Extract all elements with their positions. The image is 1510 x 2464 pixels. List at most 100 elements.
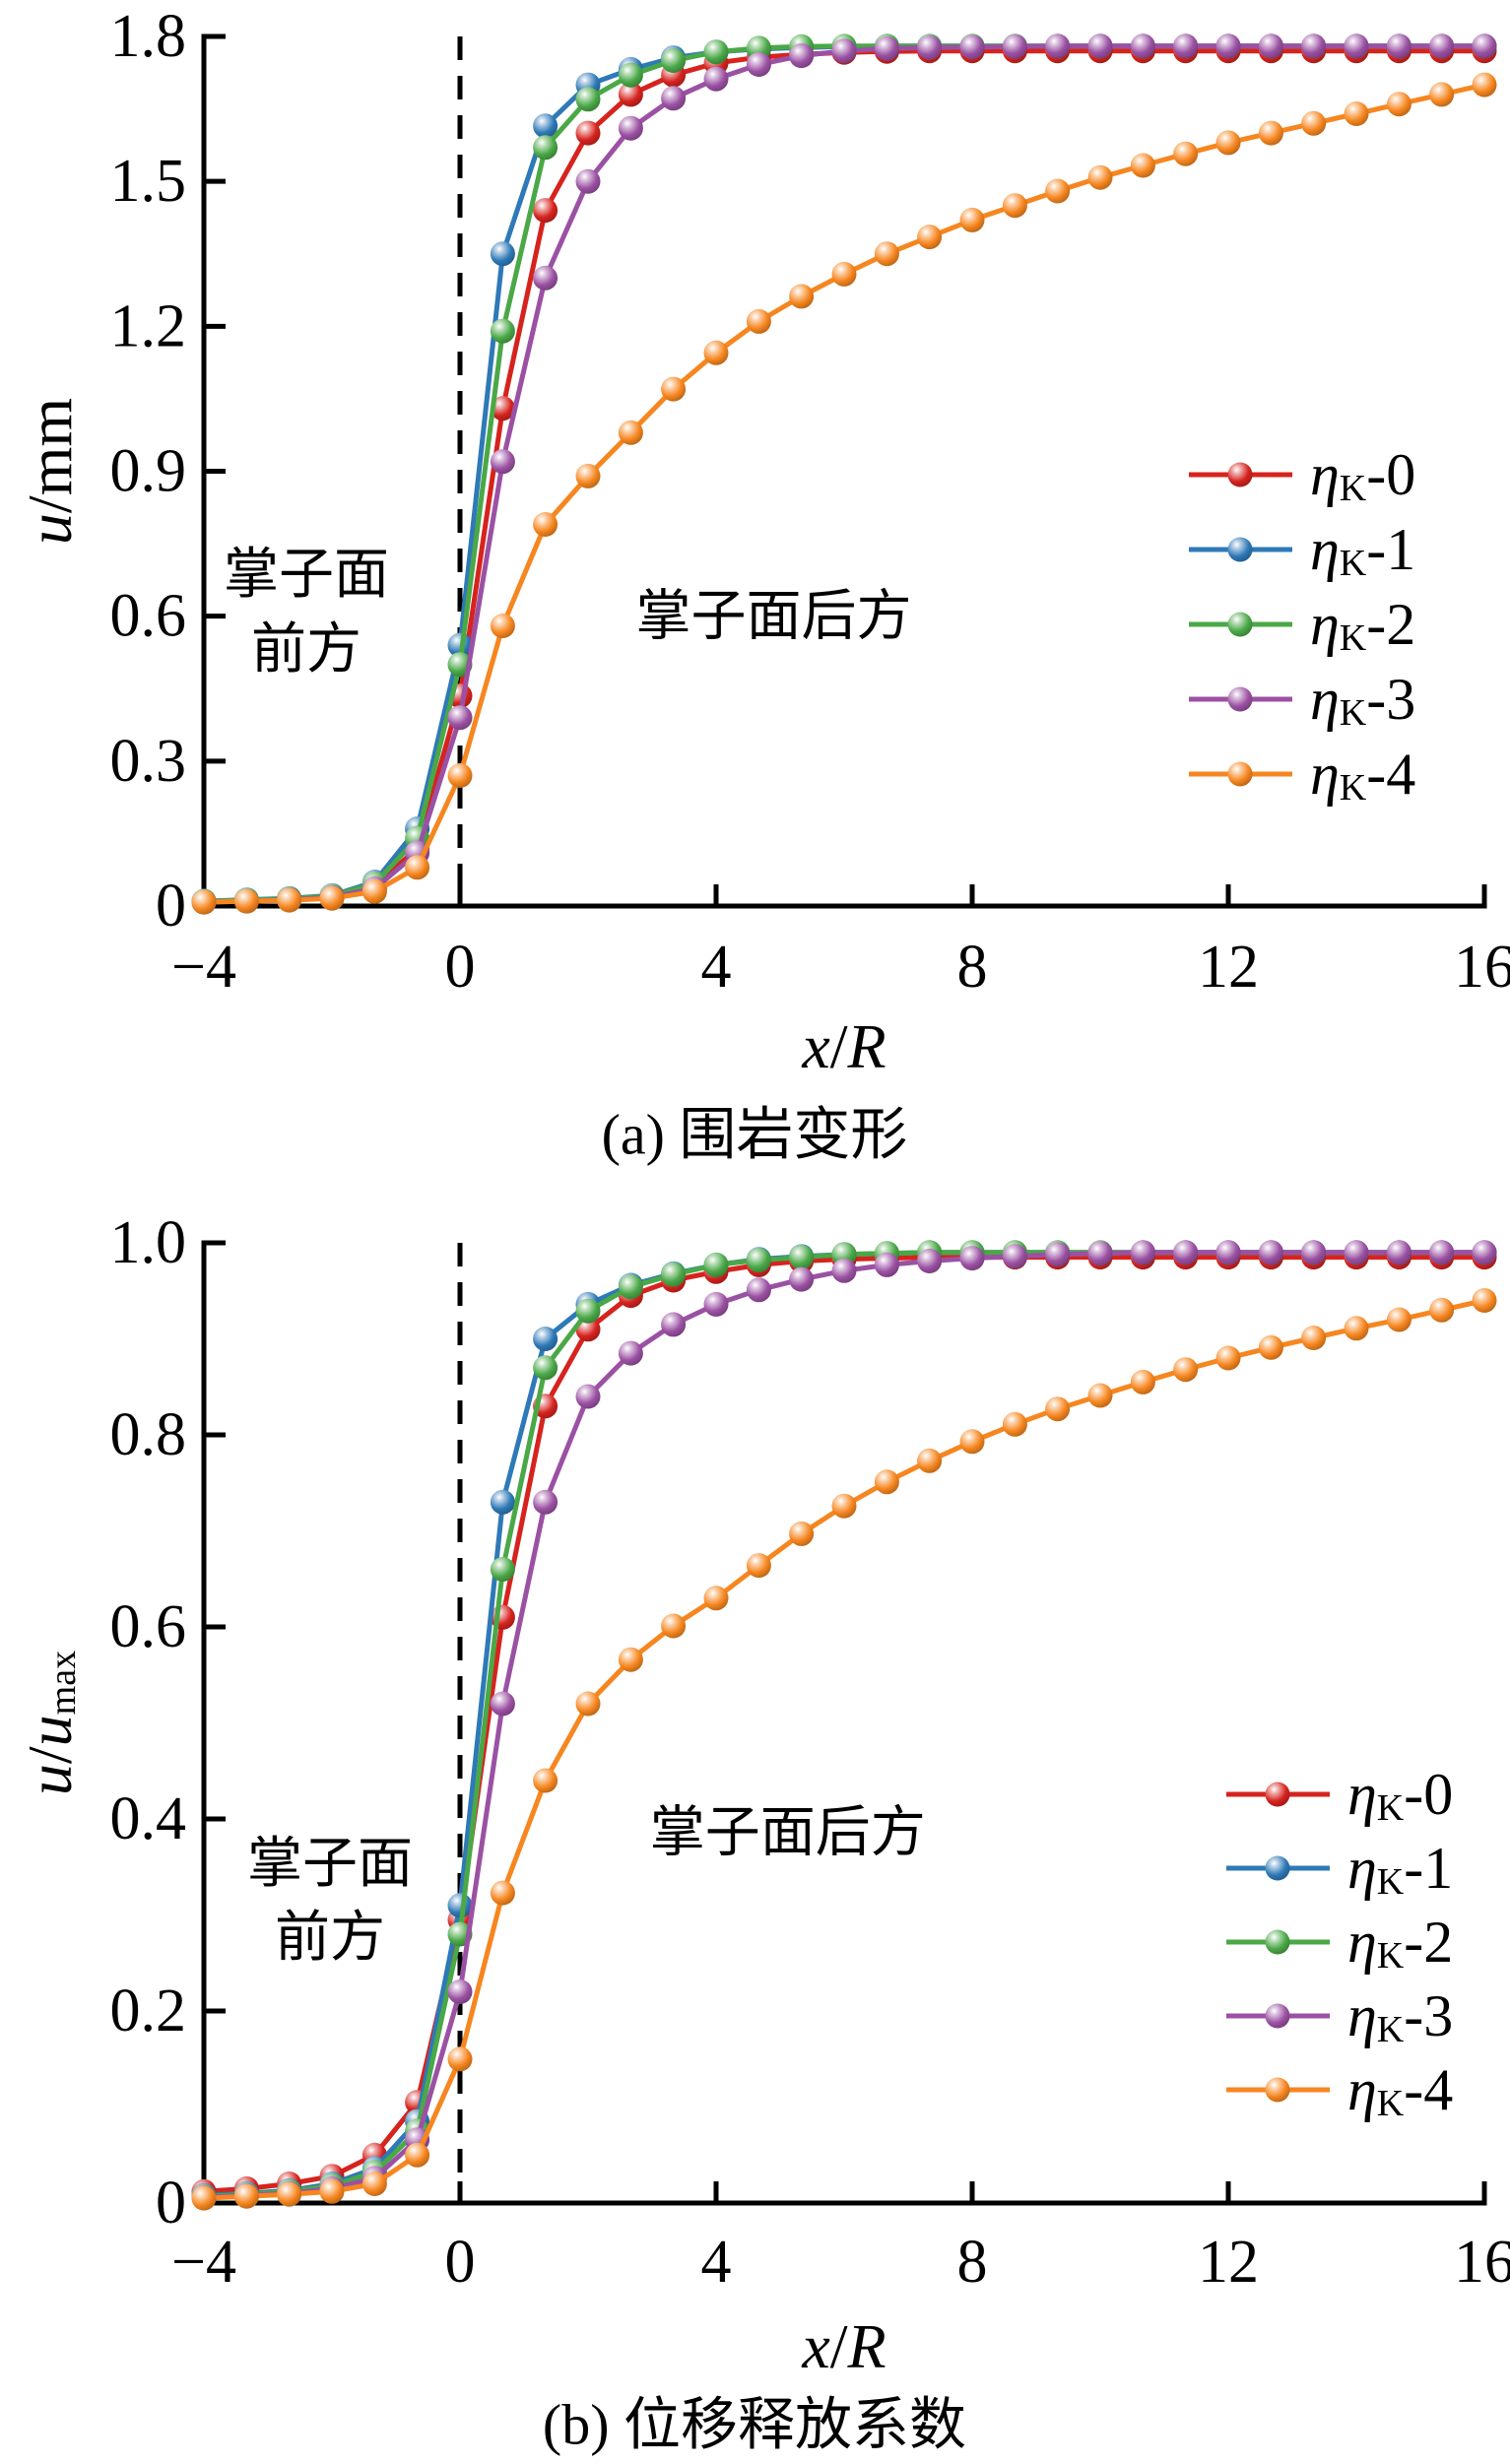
data-point-marker (575, 1298, 601, 1324)
data-point-marker (1002, 33, 1027, 59)
x-tick-label: 8 (957, 2229, 988, 2296)
data-point-marker (1258, 33, 1283, 59)
data-point-marker (1386, 1240, 1412, 1265)
data-point-marker (1002, 1411, 1027, 1437)
data-point-marker (618, 1647, 643, 1672)
data-point-marker (959, 34, 985, 60)
data-point-marker (233, 2183, 259, 2209)
x-tick-label: 0 (445, 2229, 476, 2296)
legend-item-eta-k-2: ηK-2 (1189, 592, 1415, 659)
data-point-marker (618, 1274, 643, 1300)
axis-frame (201, 1240, 1487, 2206)
data-point-marker (1087, 1241, 1113, 1266)
data-point-marker (447, 1979, 473, 2004)
legend-marker-sample (1265, 2077, 1290, 2103)
data-point-marker (831, 1493, 857, 1519)
legend-item-eta-k-1: ηK-1 (1189, 517, 1415, 584)
legend: ηK-0 ηK-1 ηK-2 ηK-3 ηK-4 (1189, 442, 1415, 809)
data-point-marker (618, 82, 643, 107)
legend-label: ηK-4 (1310, 742, 1415, 809)
data-point-marker (1344, 101, 1369, 126)
data-point-marker (1386, 33, 1412, 59)
x-axis-label: x/R (801, 1011, 886, 1081)
data-point-marker (1472, 1288, 1497, 1313)
data-point-marker (405, 2142, 430, 2168)
legend-marker-sample (1227, 686, 1253, 712)
series-eta-k-0 (191, 38, 1497, 914)
data-point-marker (959, 1246, 985, 1271)
data-point-marker (1173, 33, 1199, 59)
y-tick-label: 0.8 (110, 1401, 187, 1468)
data-point-marker (789, 1266, 815, 1292)
data-point-marker (1344, 1240, 1369, 1265)
panel-caption: (a) 围岩变形 (602, 1103, 908, 1167)
x-tick-label: 8 (957, 934, 988, 1001)
y-tick-label: 1.5 (110, 148, 187, 215)
data-point-marker (1002, 1244, 1027, 1269)
data-point-marker (1215, 33, 1241, 59)
data-point-marker (1215, 1345, 1241, 1371)
data-point-marker (917, 1249, 943, 1273)
data-point-marker (490, 318, 515, 344)
data-point-marker (1002, 193, 1027, 219)
y-tick-label: 1.2 (110, 292, 187, 359)
data-point-marker (959, 1429, 985, 1455)
data-point-marker (1045, 33, 1071, 59)
data-point-marker (1472, 33, 1497, 59)
data-point-marker (1173, 1240, 1199, 1265)
x-tick-label: 4 (701, 934, 732, 1001)
data-point-marker (533, 1768, 558, 1793)
series-line (201, 82, 1487, 905)
data-point-marker (831, 1258, 857, 1283)
legend-item-eta-k-4: ηK-4 (1226, 2057, 1453, 2124)
legend-item-eta-k-2: ηK-2 (1226, 1910, 1453, 1977)
legend-marker-sample (1227, 537, 1253, 562)
data-point-marker (703, 66, 729, 92)
series-eta-k-3 (191, 33, 1497, 915)
data-point-marker (533, 198, 558, 224)
data-point-marker (746, 1248, 771, 1273)
annotation-front-of-face: 前方 (275, 1908, 385, 1969)
annotation-behind-face: 掌子面后方 (636, 587, 912, 648)
data-point-marker (874, 1469, 899, 1495)
data-point-marker (1429, 1297, 1455, 1323)
data-point-marker (1472, 72, 1497, 97)
data-point-marker (703, 1291, 729, 1317)
data-point-marker (1386, 92, 1412, 117)
data-point-marker (575, 120, 601, 146)
legend-marker-sample (1227, 612, 1253, 637)
data-point-marker (490, 1691, 515, 1717)
annotation-front-of-face: 掌子面 (247, 1834, 413, 1895)
data-point-marker (191, 889, 217, 915)
data-point-marker (575, 87, 601, 112)
data-point-marker (233, 888, 259, 914)
data-point-marker (361, 2172, 387, 2196)
data-point-marker (1087, 1383, 1113, 1408)
y-tick-label: 0.6 (110, 583, 187, 650)
data-point-marker (1301, 1326, 1327, 1350)
data-point-marker (361, 878, 387, 904)
data-point-marker (490, 396, 515, 421)
data-point-marker (874, 241, 899, 267)
data-point-marker (874, 35, 899, 61)
data-point-marker (661, 86, 687, 111)
data-point-marker (703, 340, 729, 365)
series-eta-k-1 (191, 1240, 1497, 2208)
legend-item-eta-k-3: ηK-3 (1226, 1983, 1453, 2050)
data-point-marker (618, 115, 643, 141)
data-point-marker (490, 614, 515, 638)
legend-label: ηK-3 (1347, 1983, 1453, 2050)
series-line (201, 1255, 1487, 2194)
legend-label: ηK-3 (1310, 667, 1415, 734)
data-point-marker (661, 1613, 687, 1639)
data-point-marker (490, 449, 515, 475)
data-point-marker (533, 1355, 558, 1381)
data-point-marker (1429, 82, 1455, 107)
data-point-marker (1258, 1240, 1283, 1265)
data-point-marker (746, 52, 771, 77)
data-point-marker (1429, 33, 1455, 59)
data-point-marker (1386, 1307, 1412, 1332)
x-tick-label: 12 (1198, 934, 1259, 1001)
data-point-marker (191, 2185, 217, 2211)
